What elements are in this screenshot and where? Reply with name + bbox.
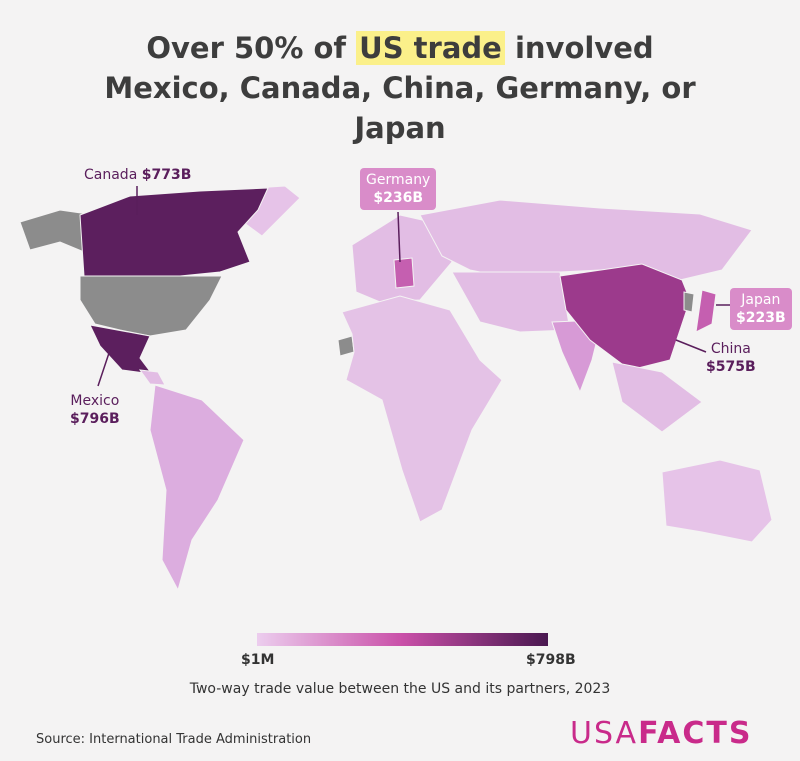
logo-right: FACTS (638, 716, 753, 751)
title-highlight: US trade (356, 31, 505, 65)
country-label: China $575B (706, 340, 756, 376)
world-map (19, 185, 773, 592)
logo: USAFACTS (570, 716, 752, 751)
southeast-asia (611, 361, 703, 433)
trade-value: $796B (70, 411, 120, 427)
africa (341, 295, 503, 523)
germany (393, 257, 415, 289)
middle-east (451, 271, 571, 333)
leader-line (675, 339, 707, 353)
country-label: Japan $223B (730, 288, 792, 330)
trade-value: $575B (706, 359, 756, 375)
central-america (138, 369, 166, 386)
trade-value: $236B (373, 190, 423, 206)
country-name: China (710, 341, 751, 357)
leader-line (397, 211, 401, 263)
trade-value: $773B (141, 167, 192, 183)
country-name: Germany (366, 172, 431, 188)
title-text: Over 50% of (146, 31, 347, 65)
source: Source: International Trade Administrati… (36, 732, 312, 747)
country-name: Japan (741, 292, 781, 308)
title: Over 50% of US trade involved Mexico, Ca… (80, 28, 720, 148)
trade-value: $223B (736, 310, 786, 326)
japan (695, 289, 717, 333)
legend-min: $1M (241, 652, 275, 668)
western-sahara (337, 335, 355, 357)
country-name: Mexico (70, 393, 120, 409)
legend-caption: Two-way trade value between the US and i… (189, 681, 611, 697)
alaska (19, 209, 89, 253)
australia (661, 459, 773, 543)
leader-line (97, 349, 111, 387)
canada (79, 187, 269, 277)
logo-left: USA (570, 716, 639, 751)
country-label: Mexico $796B (70, 392, 120, 428)
south-america (149, 384, 245, 592)
legend-max: $798B (526, 652, 576, 668)
korea (683, 291, 695, 313)
europe (351, 214, 453, 303)
country-name: Canada (84, 167, 138, 183)
country-label: Germany $236B (360, 168, 437, 210)
china (559, 263, 691, 371)
country-label: Canada $773B (84, 166, 191, 184)
title-text: involved Mexico, Canada, China, Germany,… (104, 31, 696, 145)
russia (419, 199, 753, 281)
legend-gradient (257, 633, 548, 646)
